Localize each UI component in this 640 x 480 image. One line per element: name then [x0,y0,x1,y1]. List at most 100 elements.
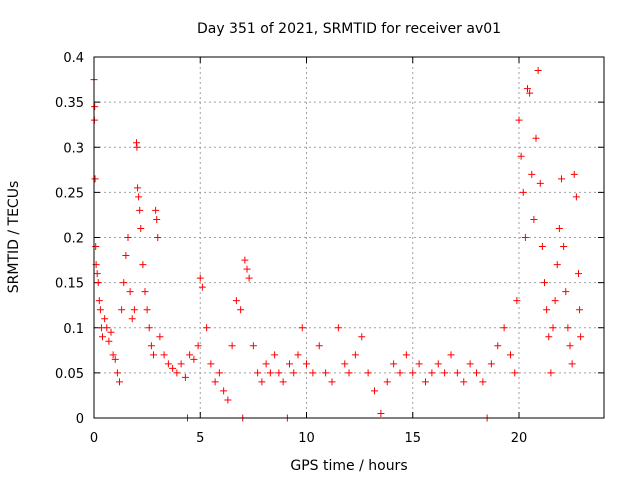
x-axis-label: GPS time / hours [290,458,407,474]
data-point [298,324,306,332]
data-point [528,170,536,178]
data-point [532,134,540,142]
data-point [560,243,568,251]
data-point [507,351,514,359]
data-point [290,369,298,377]
data-point [294,351,302,359]
data-point [500,324,508,332]
data-point [134,184,142,192]
data-point [364,369,372,377]
data-point [124,234,132,241]
y-tick-label: 0.35 [55,96,84,111]
data-point [241,256,249,264]
data-point [383,378,391,386]
data-point [262,360,270,368]
data-point [220,387,228,395]
data-point [396,369,404,377]
data-point [460,378,468,386]
data-point [196,274,204,282]
y-tick-label: 0.4 [63,51,84,66]
data-point [266,369,274,377]
data-point [150,351,157,359]
data-point [258,378,266,386]
data-point [122,252,130,260]
data-point [136,206,144,214]
data-point [96,306,104,314]
x-tick-label: 5 [196,431,204,446]
y-tick-label: 0.15 [55,277,84,292]
data-point [562,288,570,296]
data-point [237,306,245,314]
data-point [279,378,287,386]
data-point [494,342,502,350]
data-point [147,342,155,350]
data-point [371,387,378,395]
data-point [93,270,101,278]
data-point [545,333,553,341]
data-point [541,279,548,287]
data-point [186,351,194,359]
data-point [524,85,531,93]
data-point [211,378,219,386]
data-point [415,360,423,368]
data-point [194,342,202,350]
y-tick-label: 0.2 [63,232,84,247]
data-point [91,175,99,183]
data-point [224,396,232,404]
data-point [487,360,495,368]
data-point [530,215,538,223]
data-point [409,369,417,377]
data-point [101,315,109,323]
data-point [145,324,153,332]
data-point [94,279,102,287]
data-point [105,337,113,345]
data-point [377,409,385,417]
data-point [428,369,436,377]
y-tick-label: 0.3 [63,141,84,156]
data-point [547,369,555,377]
data-point [198,283,206,291]
data-point [143,306,151,314]
data-point [177,360,185,368]
data-point [390,360,398,368]
data-point [534,67,542,75]
data-point [130,306,138,314]
data-point [538,243,546,251]
data-point [570,170,578,178]
data-point [91,103,99,111]
y-axis-label: SRMTID / TECUs [6,181,22,294]
data-point [558,175,565,183]
data-point [153,215,161,223]
data-point [109,351,117,359]
data-point [511,369,519,377]
data-point [543,306,551,314]
data-point [207,360,215,368]
data-point [275,369,283,377]
data-point [116,378,123,386]
chart-title: Day 351 of 2021, SRMTID for receiver av0… [197,21,501,37]
data-point [190,355,198,363]
data-point [315,342,323,350]
data-point [434,360,442,368]
data-point [555,224,563,232]
data-point [128,315,136,323]
data-point [328,378,336,386]
data-point [572,193,580,201]
data-point [473,369,480,377]
data-point [402,351,410,359]
data-point [521,234,529,241]
data-point [169,364,177,372]
data-point [286,360,293,368]
data-point [575,270,582,278]
data-point [515,116,523,124]
data-point [118,306,126,314]
x-tick-label: 15 [404,431,421,446]
data-point [351,351,359,359]
data-point [113,369,121,377]
data-point [139,261,147,269]
y-tick-label: 0.05 [55,367,84,382]
data-point [95,297,103,305]
data-point [254,369,262,377]
data-point [141,288,149,296]
